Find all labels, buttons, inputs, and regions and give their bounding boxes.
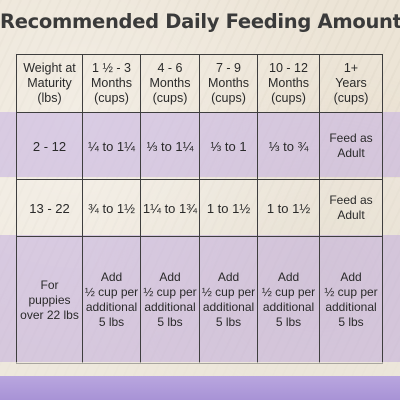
cell-amount: Add ½ cup per additional 5 lbs [82, 236, 141, 364]
cell-amount: Add ½ cup per additional 5 lbs [319, 236, 383, 364]
header-4-6-months: 4 - 6 Months (cups) [140, 54, 200, 113]
cell-amount: Add ½ cup per additional 5 lbs [257, 236, 320, 364]
cell-amount: Feed as Adult [319, 112, 383, 180]
table-row: For puppies over 22 lbs Add ½ cup per ad… [16, 236, 383, 364]
bottom-purple-strip [0, 376, 400, 400]
cell-amount: 1 to 1½ [199, 179, 258, 237]
cell-amount: Feed as Adult [319, 179, 383, 237]
cell-amount: 1¼ to 1¾ [140, 179, 200, 237]
cell-amount: ¼ to 1¼ [82, 112, 141, 180]
header-1-5-3-months: 1 ½ - 3 Months (cups) [82, 54, 141, 113]
cell-amount: ⅓ to ¾ [257, 112, 320, 180]
cell-amount: ⅓ to 1 [199, 112, 258, 180]
cell-amount: Add ½ cup per additional 5 lbs [199, 236, 258, 364]
cell-amount: Add ½ cup per additional 5 lbs [140, 236, 200, 364]
cell-amount: 1 to 1½ [257, 179, 320, 237]
bottom-fabric-band [0, 362, 400, 376]
page-title: Recommended Daily Feeding Amounts: [0, 10, 400, 33]
header-7-9-months: 7 - 9 Months (cups) [199, 54, 258, 113]
cell-amount: ⅓ to 1¼ [140, 112, 200, 180]
table-row: 13 - 22 ¾ to 1½ 1¼ to 1¾ 1 to 1½ 1 to 1½… [16, 179, 383, 237]
header-weight: Weight at Maturity (lbs) [16, 54, 83, 113]
header-1-plus-years: 1+ Years (cups) [319, 54, 383, 113]
header-10-12-months: 10 - 12 Months (cups) [257, 54, 320, 113]
cell-weight: 2 - 12 [16, 112, 83, 180]
cell-amount: ¾ to 1½ [82, 179, 141, 237]
cell-weight: For puppies over 22 lbs [16, 236, 83, 364]
cell-weight: 13 - 22 [16, 179, 83, 237]
table-row: 2 - 12 ¼ to 1¼ ⅓ to 1¼ ⅓ to 1 ⅓ to ¾ Fee… [16, 112, 383, 180]
table-header-row: Weight at Maturity (lbs) 1 ½ - 3 Months … [16, 54, 383, 113]
feeding-table: Weight at Maturity (lbs) 1 ½ - 3 Months … [16, 54, 383, 364]
